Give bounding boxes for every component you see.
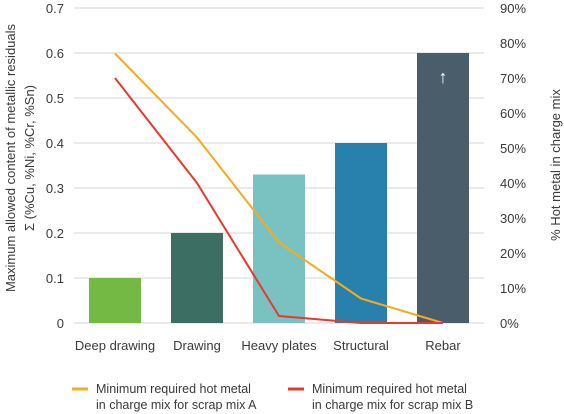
right-tick-label: 60% <box>500 106 526 121</box>
x-tick-label: Structural <box>333 338 389 353</box>
legend-label: Minimum required hot metal <box>312 382 467 396</box>
left-axis-title-line1: Maximum allowed content of metallic resi… <box>3 23 18 292</box>
right-tick-label: 30% <box>500 211 526 226</box>
left-tick-label: 0.6 <box>46 46 64 61</box>
left-tick-label: 0.3 <box>46 181 64 196</box>
right-tick-label: 20% <box>500 246 526 261</box>
left-tick-label: 0 <box>57 316 64 331</box>
x-tick-label: Rebar <box>425 338 461 353</box>
legend-label: in charge mix for scrap mix B <box>312 398 473 412</box>
left-tick-label: 0.7 <box>46 1 64 16</box>
legend-label: in charge mix for scrap mix A <box>96 398 257 412</box>
x-tick-label: Heavy plates <box>241 338 317 353</box>
rebar-arrow-marker: ↑ <box>439 67 448 87</box>
right-tick-label: 10% <box>500 281 526 296</box>
x-tick-label: Deep drawing <box>75 338 155 353</box>
left-tick-label: 0.2 <box>46 226 64 241</box>
left-axis-ticks: 0 0.1 0.2 0.3 0.4 0.5 0.6 0.7 <box>46 1 64 331</box>
left-tick-label: 0.5 <box>46 91 64 106</box>
left-tick-label: 0.4 <box>46 136 64 151</box>
right-axis-ticks: 0% 10% 20% 30% 40% 50% 60% 70% 80% 90% <box>500 1 526 331</box>
lines <box>114 52 444 324</box>
x-tick-label: Drawing <box>173 338 221 353</box>
bar <box>417 53 469 323</box>
series-line <box>114 77 443 324</box>
bar <box>253 174 305 323</box>
right-tick-label: 90% <box>500 1 526 16</box>
bar <box>89 278 141 323</box>
legend: Minimum required hot metal in charge mix … <box>72 382 473 412</box>
bars: ↑ <box>89 53 469 323</box>
series-line <box>114 52 444 324</box>
right-tick-label: 50% <box>500 141 526 156</box>
right-axis-title: % Hot metal in charge mix <box>548 89 563 241</box>
right-tick-label: 70% <box>500 71 526 86</box>
bar <box>171 233 223 323</box>
right-tick-label: 0% <box>500 316 519 331</box>
left-tick-label: 0.1 <box>46 271 64 286</box>
x-axis-ticks: Deep drawing Drawing Heavy plates Structura… <box>75 338 461 353</box>
bar <box>335 143 387 323</box>
right-tick-label: 40% <box>500 176 526 191</box>
legend-label: Minimum required hot metal <box>96 382 251 396</box>
right-tick-label: 80% <box>500 36 526 51</box>
left-axis-title-line2: Σ (%Cu, %Ni, %Cr, %Sn) <box>22 85 37 231</box>
